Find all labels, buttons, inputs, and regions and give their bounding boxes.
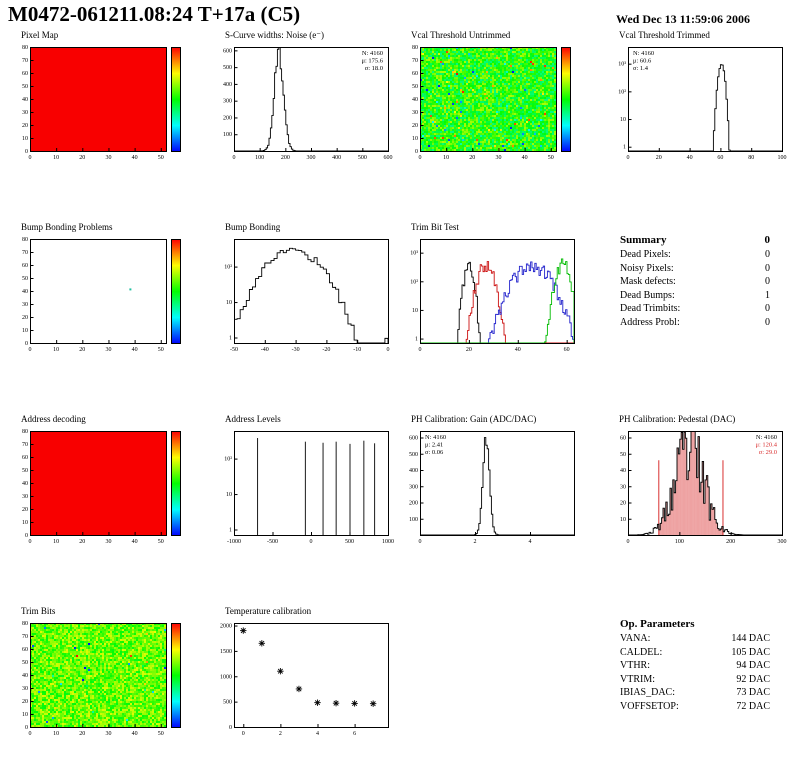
summary-title: Summary bbox=[620, 234, 667, 246]
op-row-ibias-dac: IBIAS_DAC: 73 DAC bbox=[620, 687, 770, 700]
timestamp: Wed Dec 13 11:59:06 2006 bbox=[616, 12, 750, 26]
panel-trim-bits: Trim Bits bbox=[8, 606, 192, 740]
op-row-vtrim: VTRIM: 92 DAC bbox=[620, 674, 770, 687]
panel-bump-bonding: Bump Bonding bbox=[212, 222, 396, 356]
chart-title-vcal-untrimmed: Vcal Threshold Untrimmed bbox=[411, 30, 511, 40]
chart-title-temp-calibration: Temperature calibration bbox=[225, 606, 312, 616]
ph-gain-chart bbox=[398, 426, 582, 548]
summary-row-value: 0 bbox=[765, 262, 770, 274]
op-row-label: IBIAS_DAC: bbox=[620, 687, 676, 698]
address-levels-chart bbox=[212, 426, 396, 548]
op-row-label: VTRIM: bbox=[620, 673, 655, 685]
panel-pixel-map: Pixel Map bbox=[8, 30, 192, 164]
summary-header: Summary 0 bbox=[620, 234, 770, 246]
op-row-value: 72 DAC bbox=[736, 700, 770, 712]
panel-temp-calibration: Temperature calibration bbox=[212, 606, 396, 740]
summary-row-label: Dead Trimbits: bbox=[620, 303, 681, 314]
summary-panel: Summary 0 Dead Pixels: 0 Noisy Pixels: 0 M… bbox=[606, 222, 774, 329]
chart-title-address-levels: Address Levels bbox=[225, 414, 281, 424]
ph-pedestal-chart bbox=[606, 426, 790, 548]
panel-ph-pedestal: PH Calibration: Pedestal (DAC) bbox=[606, 414, 790, 548]
chart-title-bump-bonding: Bump Bonding bbox=[225, 222, 281, 232]
summary-row-value: 0 bbox=[765, 276, 770, 287]
address-decoding-chart bbox=[8, 426, 192, 548]
chart-title-pixel-map: Pixel Map bbox=[21, 30, 59, 40]
panel-vcal-trimmed: Vcal Threshold Trimmed bbox=[606, 30, 790, 164]
summary-row-dead-bumps: Dead Bumps: 1 bbox=[620, 290, 770, 303]
pixel-map-chart bbox=[8, 42, 192, 164]
summary-row-value: 1 bbox=[765, 289, 770, 301]
op-row-value: 105 DAC bbox=[731, 646, 770, 658]
op-row-caldel: CALDEL: 105 DAC bbox=[620, 647, 770, 660]
op-row-label: VOFFSETOP: bbox=[620, 700, 679, 712]
op-row-value: 94 DAC bbox=[736, 660, 770, 671]
summary-row-mask-defects: Mask defects: 0 bbox=[620, 276, 770, 289]
op-row-vthr: VTHR: 94 DAC bbox=[620, 660, 770, 673]
bump-bonding-chart bbox=[212, 234, 396, 356]
vcal-trimmed-chart bbox=[606, 42, 790, 164]
panel-trim-bit-test: Trim Bit Test bbox=[398, 222, 582, 356]
op-row-voffsetop: VOFFSETOP: 72 DAC bbox=[620, 701, 770, 714]
summary-row-dead-trimbits: Dead Trimbits: 0 bbox=[620, 303, 770, 316]
panel-bump-problems: Bump Bonding Problems bbox=[8, 222, 192, 356]
op-parameters-panel: Op. Parameters VANA: 144 DAC CALDEL: 105 D… bbox=[606, 606, 774, 713]
panel-vcal-untrimmed: Vcal Threshold Untrimmed bbox=[398, 30, 582, 164]
summary-row-address-probl: Address Probl: 0 bbox=[620, 317, 770, 330]
vcal-untrimmed-chart bbox=[398, 42, 582, 164]
chart-title-bump-problems: Bump Bonding Problems bbox=[21, 222, 113, 232]
chart-title-trim-bit-test: Trim Bit Test bbox=[411, 222, 459, 232]
chart-title-ph-gain: PH Calibration: Gain (ADC/DAC) bbox=[411, 414, 537, 424]
chart-title-trim-bits: Trim Bits bbox=[21, 606, 56, 616]
chart-title-scurve-noise: S-Curve widths: Noise (e⁻) bbox=[225, 30, 324, 40]
chart-title-vcal-trimmed: Vcal Threshold Trimmed bbox=[619, 30, 710, 40]
chart-title-address-decoding: Address decoding bbox=[21, 414, 86, 424]
temp-calibration-chart bbox=[212, 618, 396, 740]
summary-row-label: Mask defects: bbox=[620, 276, 676, 287]
summary-row-label: Address Probl: bbox=[620, 316, 680, 328]
summary-grade: 0 bbox=[764, 234, 771, 246]
chart-title-ph-pedestal: PH Calibration: Pedestal (DAC) bbox=[619, 414, 736, 424]
bump-problems-chart bbox=[8, 234, 192, 356]
op-row-value: 73 DAC bbox=[736, 687, 770, 698]
op-parameters-title: Op. Parameters bbox=[620, 618, 695, 630]
summary-row-noisy-pixels: Noisy Pixels: 0 bbox=[620, 263, 770, 276]
trim-bit-test-chart bbox=[398, 234, 582, 356]
op-row-label: VTHR: bbox=[620, 660, 650, 671]
summary-row-label: Dead Bumps: bbox=[620, 289, 675, 301]
op-row-vana: VANA: 144 DAC bbox=[620, 633, 770, 646]
panel-ph-gain: PH Calibration: Gain (ADC/DAC) bbox=[398, 414, 582, 548]
op-row-value: 144 DAC bbox=[731, 633, 770, 644]
page-title: M0472-061211.08:24 T+17a (C5) bbox=[8, 2, 301, 26]
summary-row-label: Noisy Pixels: bbox=[620, 262, 674, 274]
summary-row-value: 0 bbox=[765, 303, 770, 314]
panel-address-decoding: Address decoding bbox=[8, 414, 192, 548]
op-parameters-header: Op. Parameters bbox=[620, 618, 770, 630]
summary-row-value: 0 bbox=[765, 249, 770, 260]
summary-row-value: 0 bbox=[765, 316, 770, 328]
op-row-value: 92 DAC bbox=[736, 673, 770, 685]
panel-scurve-noise: S-Curve widths: Noise (e⁻) bbox=[212, 30, 396, 164]
scurve-noise-chart bbox=[212, 42, 396, 164]
op-row-label: CALDEL: bbox=[620, 646, 663, 658]
op-row-label: VANA: bbox=[620, 633, 651, 644]
summary-row-label: Dead Pixels: bbox=[620, 249, 671, 260]
summary-row-dead-pixels: Dead Pixels: 0 bbox=[620, 249, 770, 262]
panel-address-levels: Address Levels bbox=[212, 414, 396, 548]
trim-bits-chart bbox=[8, 618, 192, 740]
